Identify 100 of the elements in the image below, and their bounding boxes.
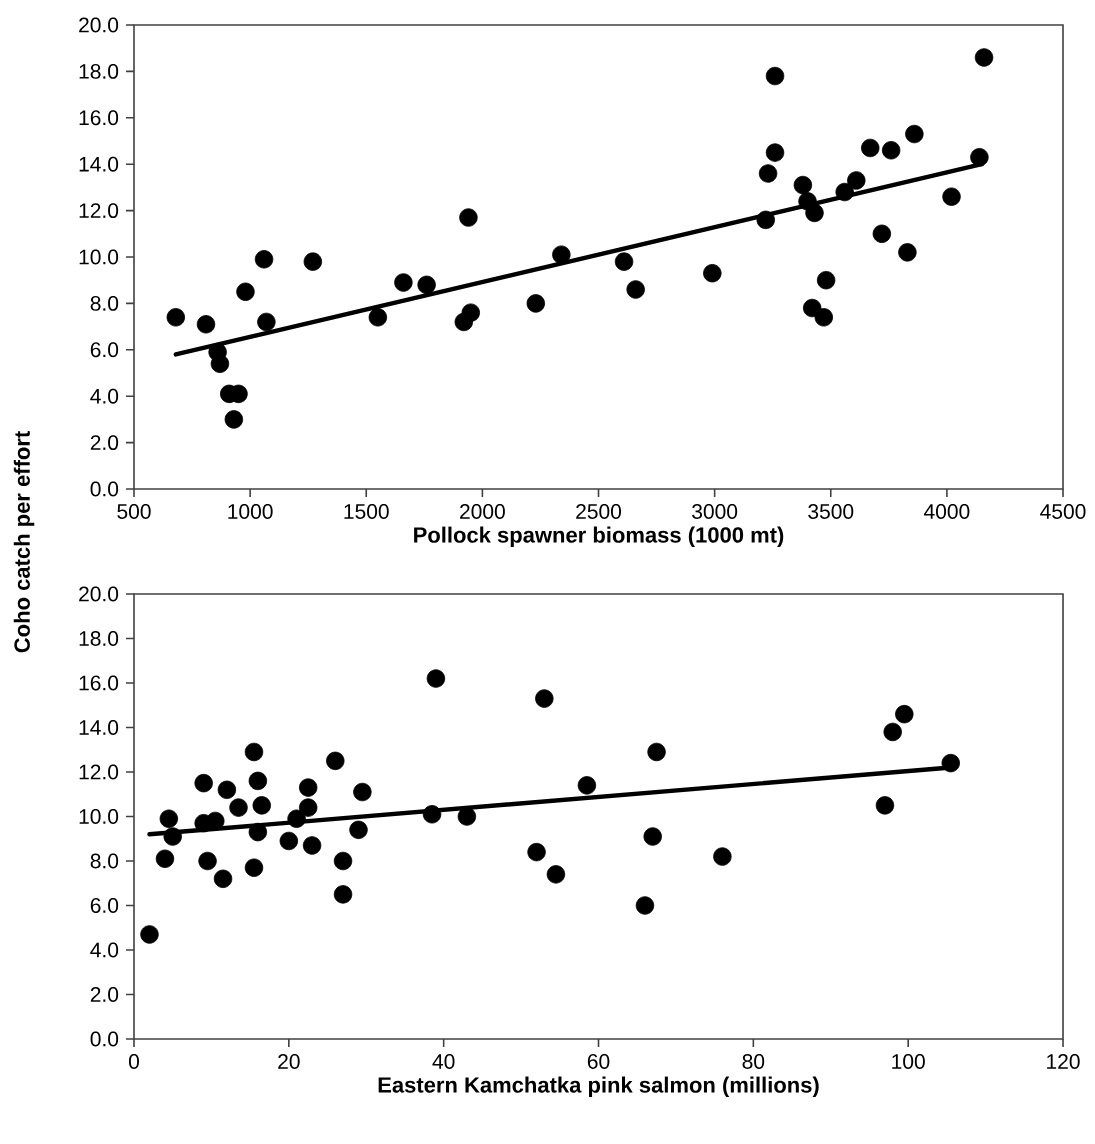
point [298, 798, 318, 817]
point [417, 275, 436, 295]
point [758, 164, 778, 183]
x-axis-title: Eastern Kamchatka pink salmon (millions) [378, 1076, 819, 1098]
y-tick-label: 6.0 [90, 898, 119, 913]
point [527, 842, 546, 862]
x-tick-label: 4500 [1040, 504, 1086, 519]
point [905, 124, 924, 144]
point [793, 175, 813, 195]
y-axis-title: Coho catch per effort [13, 431, 35, 653]
point [643, 827, 662, 846]
point [970, 148, 989, 167]
point [155, 849, 175, 868]
point [213, 869, 233, 888]
point [756, 210, 775, 230]
y-tick-label: 8.0 [90, 853, 119, 869]
y-tick-label: 14.0 [79, 720, 119, 735]
point [703, 264, 722, 283]
point [814, 308, 833, 327]
point [526, 294, 545, 313]
x-tick-label: 100 [892, 1054, 925, 1069]
y-tick-label: 12.0 [79, 764, 119, 780]
point [210, 354, 230, 373]
point [974, 48, 994, 67]
y-tick-label: 18.0 [79, 631, 119, 646]
y-tick-label: 10.0 [79, 809, 119, 824]
y-tick-label: 4.0 [90, 942, 119, 958]
point [163, 827, 182, 846]
point [217, 780, 237, 799]
x-tick-label: 2000 [460, 504, 505, 519]
point [254, 250, 274, 269]
point [713, 847, 732, 866]
point [166, 308, 186, 327]
point [835, 182, 854, 202]
y-tick-label: 16.0 [79, 110, 119, 126]
point [287, 809, 306, 828]
point [426, 669, 446, 688]
y-tick-label: 2.0 [90, 435, 119, 451]
y-tick-label: 20.0 [79, 586, 119, 602]
point [349, 820, 368, 840]
point [140, 925, 159, 944]
point [847, 171, 866, 190]
x-tick-label: 40 [432, 1054, 455, 1069]
y-tick-label: 18.0 [79, 63, 119, 79]
point [302, 836, 322, 855]
y-tick-label: 8.0 [90, 295, 119, 311]
point [883, 722, 902, 742]
point [257, 312, 276, 332]
y-tick-label: 4.0 [90, 388, 119, 404]
point [333, 851, 353, 871]
point [459, 208, 478, 227]
y-tick-label: 10.0 [79, 249, 119, 265]
point [816, 270, 836, 290]
point [224, 410, 244, 429]
point [881, 141, 901, 160]
point [353, 782, 372, 802]
point [872, 224, 892, 243]
x-tick-label: 80 [742, 1054, 765, 1069]
point [941, 753, 960, 773]
point [626, 280, 645, 299]
point [303, 252, 323, 271]
point [422, 805, 442, 824]
x-tick-label: 500 [117, 504, 151, 519]
point [333, 885, 353, 904]
x-tick-label: 1500 [344, 504, 389, 519]
point [647, 742, 666, 762]
point [236, 282, 255, 301]
y-tick-label: 0.0 [90, 481, 119, 497]
x-tick-label: 4000 [923, 504, 970, 519]
point [244, 858, 264, 877]
point [765, 143, 785, 162]
point [805, 203, 824, 223]
y-tick-label: 16.0 [79, 675, 119, 691]
point [394, 273, 413, 292]
y-tick-label: 6.0 [90, 342, 119, 358]
point [552, 245, 571, 264]
y-tick-label: 20.0 [79, 17, 119, 33]
point [198, 851, 217, 871]
x-tick-label: 1000 [228, 504, 273, 519]
point [244, 742, 264, 762]
y-tick-label: 0.0 [90, 1031, 119, 1047]
point [635, 896, 655, 915]
point [802, 298, 822, 318]
point [196, 315, 216, 334]
point [875, 796, 895, 815]
x-tick-label: 60 [587, 1054, 610, 1069]
point [942, 187, 961, 206]
point [229, 798, 248, 817]
point [765, 66, 785, 86]
point [159, 809, 179, 828]
x-axis-title: Pollock spawner biomass (1000 mt) [414, 526, 784, 548]
y-tick-label: 12.0 [79, 203, 119, 219]
point [194, 773, 213, 793]
point [326, 751, 345, 771]
x-tick-label: 2500 [576, 504, 622, 519]
point [577, 776, 597, 795]
point [368, 308, 388, 327]
point [861, 138, 880, 158]
x-tick-label: 3500 [808, 504, 854, 519]
point [898, 243, 917, 262]
